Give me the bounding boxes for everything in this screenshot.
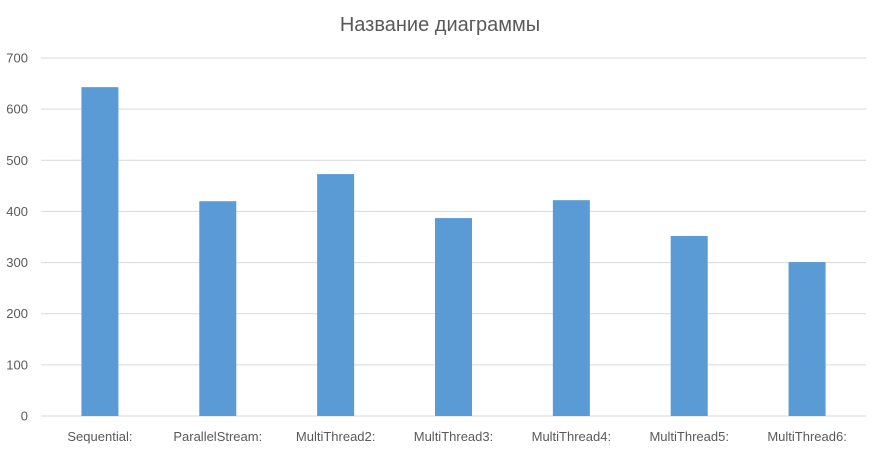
chart-title: Название диаграммы [340,14,540,36]
x-tick-label: MultiThread3: [414,429,493,444]
y-tick-label: 0 [21,409,28,424]
y-axis-tick-labels: 0 100 200 300 400 500 600 700 [6,51,28,424]
y-tick-label: 300 [6,255,28,270]
bar [670,235,708,416]
x-tick-label: MultiThread2: [296,429,375,444]
y-tick-label: 100 [6,357,28,372]
y-tick-label: 500 [6,153,28,168]
y-tick-label: 400 [6,204,28,219]
bar [317,174,355,416]
bar [81,87,119,416]
bar [788,262,826,416]
bars [81,87,826,416]
y-tick-label: 700 [6,51,28,66]
x-tick-label: ParallelStream: [173,429,262,444]
x-axis-tick-labels: Sequential: ParallelStream: MultiThread2: M… [67,429,846,444]
x-tick-label: MultiThread5: [649,429,728,444]
x-tick-label: MultiThread6: [767,429,846,444]
bar [199,201,237,416]
x-tick-label: Sequential: [67,429,132,444]
y-tick-label: 200 [6,306,28,321]
bar [435,218,472,416]
bar [552,200,590,416]
x-tick-label: MultiThread4: [532,429,611,444]
y-tick-label: 600 [6,102,28,117]
